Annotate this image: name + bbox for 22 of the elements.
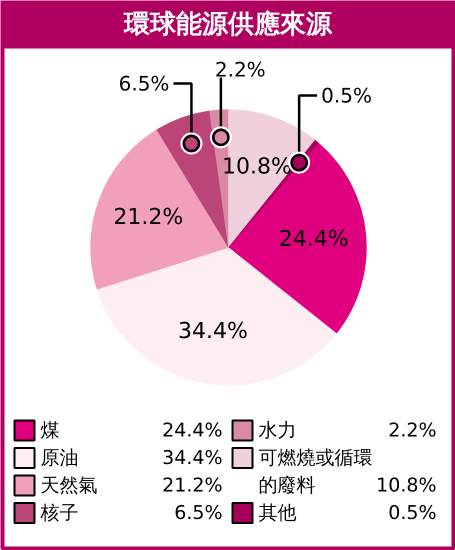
text: 6.5%	[174, 502, 223, 524]
legend-label: 水力	[258, 420, 296, 442]
text: 2.2%	[388, 420, 437, 442]
legend-label: 天然氣	[40, 474, 98, 496]
text: 0.5%	[388, 502, 437, 524]
data-label: 34.4%	[178, 319, 248, 344]
data-label: 6.5%	[118, 72, 170, 96]
data-label: 0.5%	[321, 84, 372, 108]
text: 21.2%	[162, 474, 222, 496]
legend-label: 煤	[40, 420, 60, 442]
text: 10.8%	[376, 474, 436, 496]
legend-label: 核子	[40, 502, 78, 524]
data-label: 24.4%	[278, 226, 349, 252]
text: 34.4%	[162, 447, 222, 469]
chart-title: 環球能源供應來源	[123, 10, 333, 40]
data-label: 2.2%	[214, 58, 266, 82]
legend-label: 可燃燒或循環的廢料	[258, 447, 372, 496]
data-label: 21.2%	[113, 205, 184, 230]
legend-label: 其他	[258, 502, 296, 524]
legend-label: 原油	[40, 447, 78, 469]
text: 24.4%	[162, 420, 222, 442]
data-label: 10.8%	[222, 154, 292, 180]
